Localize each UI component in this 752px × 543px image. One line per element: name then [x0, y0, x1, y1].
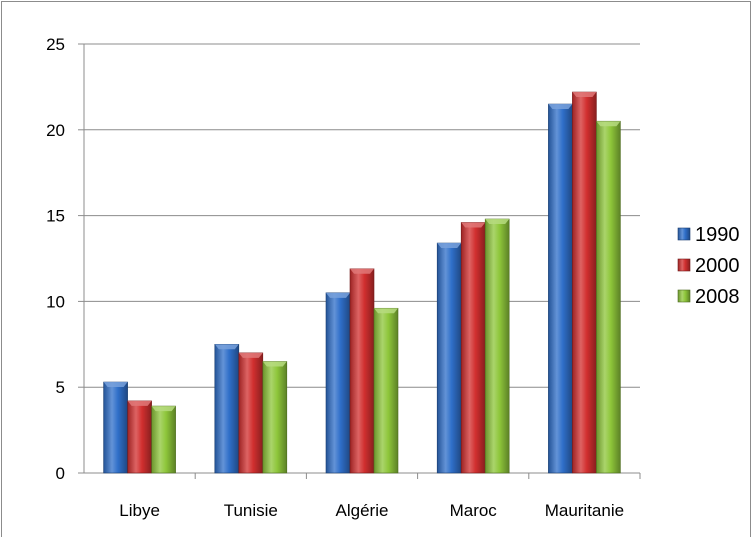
bar-cap [350, 268, 374, 274]
bar-cap [262, 361, 287, 367]
bar-cap [238, 352, 263, 358]
bar-cap [437, 243, 462, 249]
bar-cap [151, 406, 176, 412]
bar-2008-Libye [151, 405, 176, 474]
bar-2008-Maroc [484, 218, 510, 474]
x-tick-label: Libye [119, 501, 160, 520]
legend-swatch [677, 258, 691, 272]
y-tick-label: 0 [56, 464, 65, 483]
bar-1990-Mauritanie [548, 103, 573, 474]
bar [484, 218, 510, 474]
bar-2000-Tunisie [238, 352, 264, 474]
bars [103, 91, 621, 474]
bar-cap [374, 308, 398, 314]
bar-cap [127, 400, 152, 406]
bar [373, 307, 399, 474]
bar-2000-Libye [127, 400, 152, 474]
bar-1990-Algérie [325, 292, 351, 474]
y-tick-label: 5 [56, 378, 65, 397]
bar [127, 400, 152, 474]
bar [349, 268, 375, 474]
bar [151, 405, 176, 474]
bar-cap [485, 219, 510, 225]
bar [262, 361, 288, 474]
gridlines [84, 43, 640, 388]
legend-label: 1990 [695, 224, 740, 246]
bar-cap [214, 344, 239, 350]
legend: 1990 2000 2008 [677, 224, 740, 308]
legend-item-2008: 2008 [677, 286, 740, 308]
legend-swatch [677, 289, 691, 303]
legend-item-2000: 2000 [677, 255, 740, 277]
bar-1990-Maroc [436, 242, 462, 474]
x-tick-label: Maroc [450, 501, 498, 520]
bar [460, 222, 486, 474]
y-tick-label: 25 [46, 35, 65, 54]
bar-2000-Maroc [460, 222, 486, 474]
bar-2000-Algérie [349, 268, 375, 474]
bar-2008-Algérie [373, 307, 399, 474]
legend-item-1990: 1990 [677, 224, 740, 246]
bar [325, 292, 351, 474]
bar-cap [103, 382, 128, 388]
bar [548, 103, 573, 474]
y-tick-label: 15 [46, 207, 65, 226]
bar-2008-Mauritanie [596, 120, 621, 474]
legend-label: 2000 [695, 255, 740, 277]
x-tick-label: Tunisie [224, 501, 278, 520]
bar-1990-Tunisie [214, 343, 240, 474]
bar [103, 381, 128, 474]
bar-cap [461, 222, 486, 228]
bar [214, 343, 240, 474]
bar [596, 120, 621, 474]
bar [238, 352, 264, 474]
x-tick-label: Algérie [336, 501, 389, 520]
bar-cap [572, 92, 597, 98]
legend-swatch [677, 227, 691, 241]
y-tick-labels: 0 5 10 15 20 25 [46, 35, 65, 483]
x-tick-label: Mauritanie [545, 501, 624, 520]
bar-1990-Libye [103, 381, 128, 474]
bar-cap [596, 121, 621, 127]
bar-cap [326, 292, 350, 298]
legend-label: 2008 [695, 286, 740, 308]
y-tick-label: 20 [46, 121, 65, 140]
bar-cap [548, 104, 573, 110]
bar-2000-Mauritanie [572, 91, 597, 474]
bar-2008-Tunisie [262, 361, 288, 474]
bar [436, 242, 462, 474]
x-tick-labels: Libye Tunisie Algérie Maroc Mauritanie [119, 501, 624, 520]
y-tick-label: 10 [46, 292, 65, 311]
bar [572, 91, 597, 474]
